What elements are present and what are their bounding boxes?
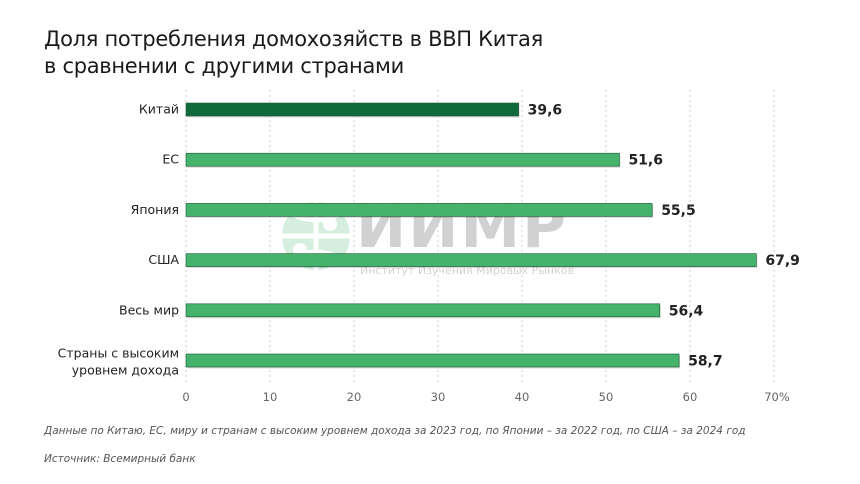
- x-tick-label: 0: [182, 390, 189, 404]
- x-tick-label: 60: [683, 390, 698, 404]
- x-tick-label: 10: [263, 390, 278, 404]
- bar: [185, 102, 519, 117]
- chart-note: Данные по Китаю, ЕС, миру и странам с вы…: [44, 425, 746, 437]
- title-line-2: в сравнении с другими странами: [44, 54, 404, 78]
- x-tick-label: 50: [599, 390, 614, 404]
- category-label: Страны с высоким уровнем дохода: [58, 346, 179, 378]
- bar: [185, 303, 661, 318]
- x-tick-label: 20: [347, 390, 362, 404]
- bar: [185, 152, 620, 167]
- data-label: 56,4: [669, 303, 704, 319]
- data-label: 55,5: [661, 203, 696, 219]
- category-label: Весь мир: [119, 302, 179, 317]
- category-label: Китай: [139, 102, 179, 117]
- data-label: 67,9: [765, 253, 800, 269]
- data-label: 39,6: [528, 103, 563, 119]
- title-line-1: Доля потребления домохозяйств в ВВП Кита…: [44, 27, 543, 51]
- data-label: 58,7: [688, 354, 723, 370]
- x-tick-label: 70%: [764, 390, 790, 404]
- bar: [185, 253, 757, 267]
- category-label: ЕС: [162, 152, 179, 167]
- chart-source: Источник: Всемирный банк: [44, 453, 196, 465]
- category-label: США: [148, 252, 179, 267]
- x-tick-label: 30: [431, 390, 446, 404]
- x-tick-label: 40: [515, 390, 530, 404]
- data-label: 51,6: [628, 153, 663, 169]
- bar: [185, 203, 653, 217]
- bar-chart: 0 10 20 30 40 50 60 70% 39,6 Китай 51,6 ЕС 55,5 Япони…: [58, 90, 800, 404]
- chart-title: Доля потребления домохозяйств в ВВП Кита…: [44, 26, 543, 80]
- bar: [185, 353, 680, 368]
- category-label: Япония: [131, 202, 179, 217]
